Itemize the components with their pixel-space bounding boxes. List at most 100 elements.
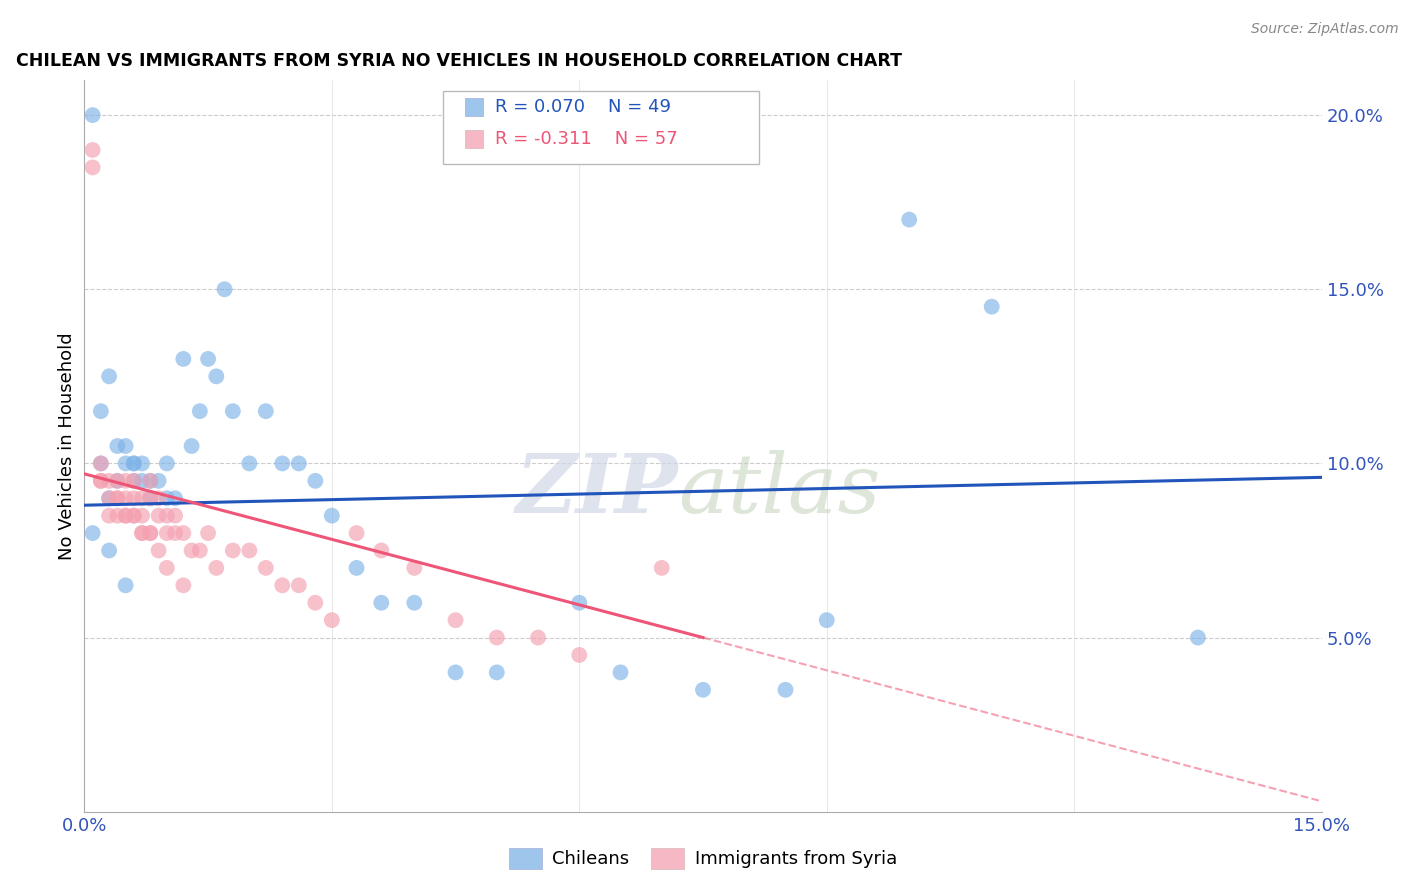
Point bbox=[568, 648, 591, 662]
Point bbox=[131, 526, 153, 541]
Point bbox=[165, 526, 187, 541]
Point bbox=[90, 457, 112, 471]
Point bbox=[131, 526, 153, 541]
Point bbox=[254, 404, 277, 418]
Point bbox=[304, 474, 326, 488]
Text: R = -0.311    N = 57: R = -0.311 N = 57 bbox=[495, 130, 678, 148]
Point bbox=[90, 404, 112, 418]
Point bbox=[139, 526, 162, 541]
Point bbox=[114, 491, 136, 506]
Point bbox=[346, 526, 368, 541]
Y-axis label: No Vehicles in Household: No Vehicles in Household bbox=[58, 332, 76, 560]
Point bbox=[156, 561, 179, 575]
Point bbox=[180, 439, 202, 453]
Point bbox=[98, 543, 121, 558]
Point bbox=[98, 491, 121, 506]
Point bbox=[122, 474, 145, 488]
Point bbox=[188, 543, 211, 558]
Text: atlas: atlas bbox=[678, 450, 880, 530]
Point bbox=[90, 474, 112, 488]
Point bbox=[139, 474, 162, 488]
Point bbox=[131, 508, 153, 523]
Point bbox=[197, 351, 219, 366]
Point bbox=[222, 404, 245, 418]
Point bbox=[82, 526, 104, 541]
Point bbox=[346, 561, 368, 575]
Point bbox=[148, 543, 170, 558]
Point bbox=[238, 457, 260, 471]
Point bbox=[82, 143, 104, 157]
Point bbox=[105, 474, 128, 488]
Point bbox=[321, 508, 343, 523]
Legend: Chileans, Immigrants from Syria: Chileans, Immigrants from Syria bbox=[502, 840, 904, 876]
Point bbox=[156, 526, 179, 541]
Point bbox=[815, 613, 838, 627]
Point bbox=[180, 543, 202, 558]
Point bbox=[651, 561, 673, 575]
Point bbox=[404, 596, 426, 610]
Point bbox=[214, 282, 236, 296]
Point bbox=[139, 491, 162, 506]
Point bbox=[165, 508, 187, 523]
Point bbox=[105, 439, 128, 453]
Point bbox=[205, 369, 228, 384]
Point bbox=[139, 491, 162, 506]
Point bbox=[444, 613, 467, 627]
Point bbox=[114, 457, 136, 471]
Point bbox=[82, 108, 104, 122]
Point bbox=[321, 613, 343, 627]
Point bbox=[131, 491, 153, 506]
FancyBboxPatch shape bbox=[443, 91, 759, 164]
Point bbox=[238, 543, 260, 558]
Point bbox=[105, 474, 128, 488]
Point bbox=[114, 508, 136, 523]
Point bbox=[172, 351, 194, 366]
Point bbox=[370, 596, 392, 610]
Point bbox=[271, 578, 294, 592]
Point bbox=[898, 212, 921, 227]
Point bbox=[288, 457, 311, 471]
Point bbox=[122, 508, 145, 523]
Point bbox=[980, 300, 1002, 314]
Point bbox=[98, 474, 121, 488]
Point bbox=[222, 543, 245, 558]
Point bbox=[156, 457, 179, 471]
Point bbox=[188, 404, 211, 418]
Point bbox=[114, 578, 136, 592]
Point bbox=[172, 578, 194, 592]
Point bbox=[139, 526, 162, 541]
Point bbox=[105, 508, 128, 523]
Point bbox=[90, 457, 112, 471]
Point bbox=[304, 596, 326, 610]
Point bbox=[139, 474, 162, 488]
Point bbox=[1187, 631, 1209, 645]
Text: Source: ZipAtlas.com: Source: ZipAtlas.com bbox=[1251, 22, 1399, 37]
Point bbox=[156, 491, 179, 506]
Point bbox=[122, 457, 145, 471]
Point bbox=[122, 508, 145, 523]
Point bbox=[131, 457, 153, 471]
Point bbox=[404, 561, 426, 575]
Point bbox=[485, 631, 508, 645]
Point bbox=[148, 508, 170, 523]
Point bbox=[114, 439, 136, 453]
Point bbox=[485, 665, 508, 680]
Text: ZIP: ZIP bbox=[516, 450, 678, 530]
Point bbox=[122, 457, 145, 471]
Point bbox=[98, 369, 121, 384]
Point bbox=[271, 457, 294, 471]
Point bbox=[122, 491, 145, 506]
Point bbox=[254, 561, 277, 575]
Point bbox=[114, 474, 136, 488]
Text: R = 0.070    N = 49: R = 0.070 N = 49 bbox=[495, 98, 671, 116]
Point bbox=[131, 474, 153, 488]
Point bbox=[197, 526, 219, 541]
Point bbox=[288, 578, 311, 592]
Point bbox=[527, 631, 550, 645]
Point bbox=[568, 596, 591, 610]
Point bbox=[122, 474, 145, 488]
Point bbox=[148, 474, 170, 488]
Point bbox=[370, 543, 392, 558]
Point bbox=[444, 665, 467, 680]
Point bbox=[98, 491, 121, 506]
